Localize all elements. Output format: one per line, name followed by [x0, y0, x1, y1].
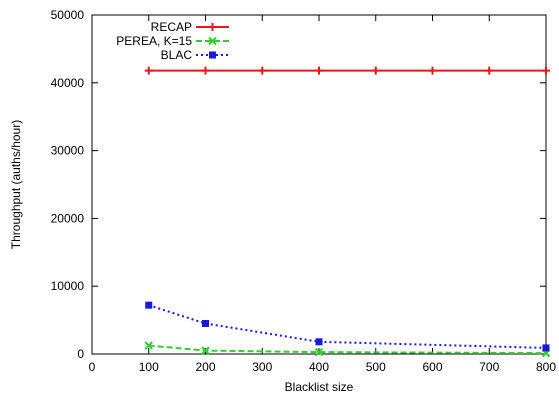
- series-blac: [145, 301, 550, 352]
- series-recap: [144, 66, 550, 75]
- data-point: [209, 51, 216, 59]
- x-tick-label: 400: [309, 360, 329, 374]
- data-point: [315, 338, 323, 346]
- data-point: [144, 341, 153, 350]
- legend-label: RECAP: [151, 20, 192, 34]
- y-tick-label: 40000: [51, 76, 85, 90]
- data-point: [485, 66, 494, 75]
- axis-ticks: [91, 14, 547, 355]
- x-tick-label: 800: [536, 360, 556, 374]
- legend-label: BLAC: [161, 48, 193, 62]
- legend-label: PEREA, K=15: [116, 34, 192, 48]
- data-point: [208, 36, 217, 46]
- data-point: [542, 66, 550, 75]
- x-axis-label: Blacklist size: [285, 380, 354, 394]
- data-point: [314, 347, 324, 357]
- x-tick-label: 300: [252, 360, 272, 374]
- plot-frame: [91, 14, 547, 355]
- data-point: [144, 66, 153, 75]
- data-point: [208, 23, 217, 31]
- data-point: [258, 66, 267, 75]
- y-tick-label: 20000: [51, 211, 85, 225]
- data-point: [315, 66, 323, 75]
- axis-tick-labels: 0 100 200 300 400 500 600 700 800 0 10000 20000 3000…: [51, 8, 557, 374]
- data-point: [201, 346, 210, 355]
- x-tick-label: 100: [139, 360, 159, 374]
- data-point: [201, 66, 210, 75]
- series-perea-k-15: [144, 341, 551, 358]
- y-tick-label: 30000: [51, 144, 85, 158]
- x-tick-label: 0: [89, 360, 96, 374]
- data-point: [145, 301, 153, 309]
- data-point: [371, 66, 380, 75]
- x-tick-label: 600: [422, 360, 442, 374]
- y-tick-label: 50000: [51, 8, 85, 22]
- data-point: [542, 344, 550, 352]
- y-tick-label: 0: [77, 347, 84, 361]
- x-tick-label: 500: [366, 360, 386, 374]
- x-tick-label: 200: [195, 360, 215, 374]
- x-tick-label: 700: [479, 360, 499, 374]
- data-point: [428, 66, 437, 75]
- y-axis-label: Throughput (auths/hour): [9, 120, 23, 249]
- y-tick-label: 10000: [51, 279, 85, 293]
- series-line: [148, 344, 547, 355]
- series-layer: [144, 66, 551, 358]
- data-point: [202, 319, 209, 327]
